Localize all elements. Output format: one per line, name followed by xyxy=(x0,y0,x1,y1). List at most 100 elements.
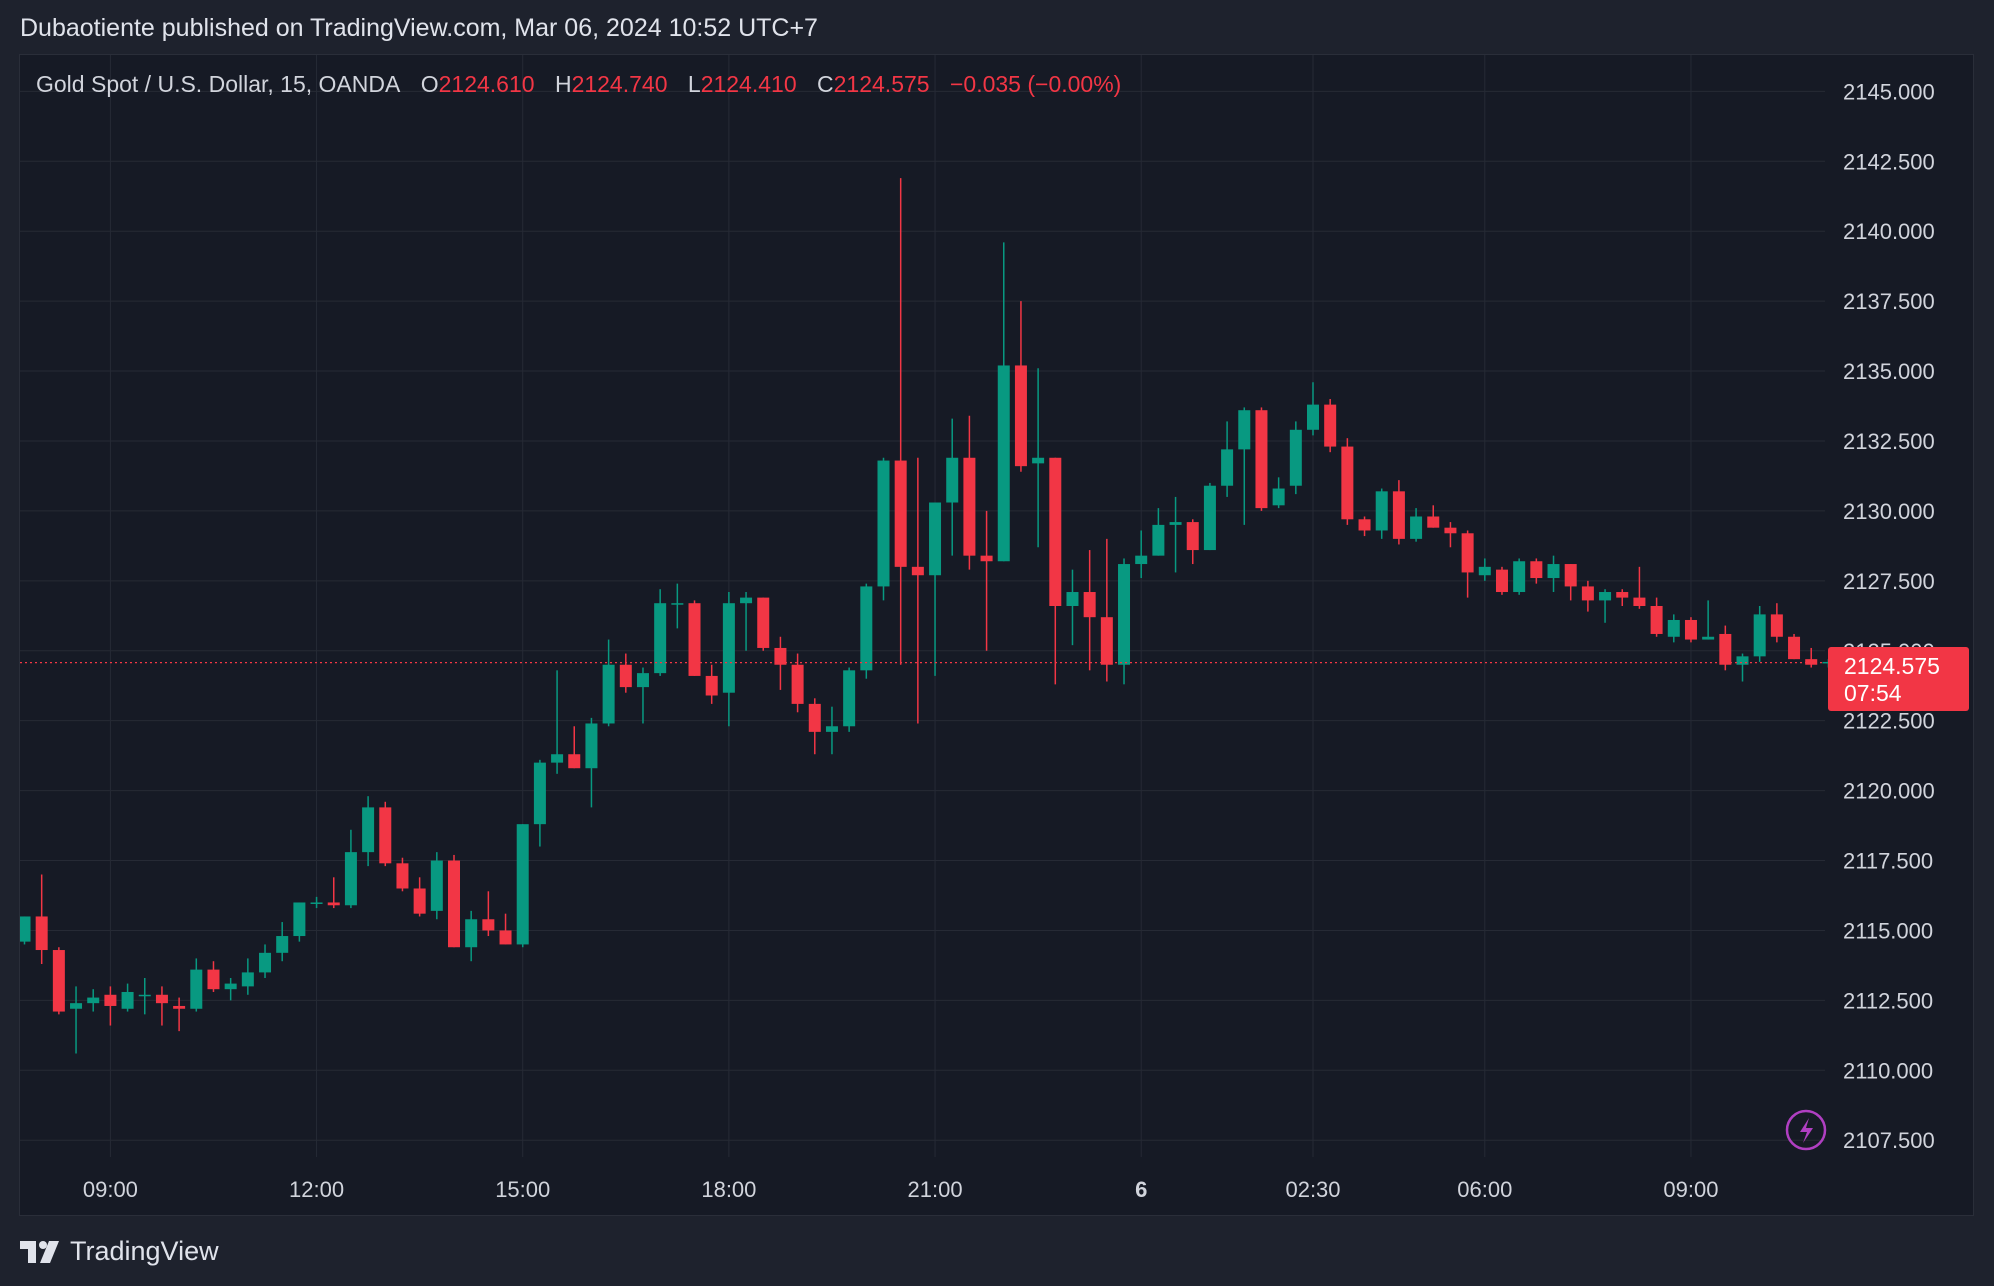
candle xyxy=(499,913,512,945)
candle-body xyxy=(1616,592,1629,598)
time-tick-label: 12:00 xyxy=(289,1177,344,1202)
price-tick-label: 2107.500 xyxy=(1843,1128,1935,1153)
candle xyxy=(1444,522,1457,548)
candle xyxy=(1238,407,1251,525)
candle-body xyxy=(1461,533,1474,573)
candle-body xyxy=(963,457,976,556)
candle-body xyxy=(1581,586,1594,601)
candle-body xyxy=(654,603,667,674)
candle xyxy=(585,717,598,808)
candle-body xyxy=(448,860,460,948)
candle-body xyxy=(465,919,478,948)
candle xyxy=(1581,580,1594,612)
candle-body xyxy=(602,664,615,724)
candle-body xyxy=(70,1003,83,1009)
candle-body xyxy=(396,863,409,889)
candle xyxy=(104,986,117,1026)
candle-body xyxy=(1788,636,1801,660)
candle-body xyxy=(533,762,546,825)
price-tick-label: 2145.000 xyxy=(1843,79,1935,104)
candle-body xyxy=(1547,564,1560,579)
candle xyxy=(327,877,340,909)
candle-body xyxy=(190,969,203,1009)
candle xyxy=(1770,603,1783,643)
candle-body xyxy=(551,754,564,763)
candle xyxy=(362,796,375,867)
high-value: 2124.740 xyxy=(571,71,668,97)
candle xyxy=(1221,421,1234,497)
candle xyxy=(533,759,546,847)
candle-body xyxy=(1203,485,1216,551)
candle xyxy=(705,664,718,704)
candle xyxy=(1049,457,1062,685)
candle-body xyxy=(1375,491,1388,531)
candle xyxy=(1100,538,1113,682)
candle xyxy=(1203,482,1216,551)
lightning-icon[interactable] xyxy=(1785,1109,1827,1151)
candle xyxy=(568,726,581,769)
candle xyxy=(757,597,770,651)
candle xyxy=(1032,368,1045,548)
candle-body xyxy=(929,502,942,576)
candle-body xyxy=(1341,446,1354,520)
candle-body xyxy=(499,930,512,945)
candle xyxy=(1736,653,1749,682)
candle xyxy=(1684,617,1697,643)
candle xyxy=(619,653,632,693)
low-label: L xyxy=(687,71,701,97)
candle xyxy=(259,944,272,978)
candle-body xyxy=(35,916,48,951)
candle-body xyxy=(1272,488,1285,506)
candle xyxy=(293,902,306,942)
price-tick-label: 2130.000 xyxy=(1843,499,1935,524)
price-tick-label: 2135.000 xyxy=(1843,359,1935,384)
candle xyxy=(1341,438,1354,525)
price-axis[interactable]: 2145.000 2142.500 2140.000 2137.500 2135.000… xyxy=(1843,79,1935,1153)
candle xyxy=(1392,480,1405,545)
candle-body xyxy=(1289,429,1302,486)
candle-body xyxy=(276,936,289,953)
candle xyxy=(413,877,426,917)
candle-body xyxy=(1100,617,1113,665)
candle-body xyxy=(860,586,873,671)
candle-body xyxy=(344,852,357,906)
price-tick-label: 2115.000 xyxy=(1843,918,1933,943)
price-tick-label: 2137.500 xyxy=(1843,289,1935,314)
candle xyxy=(173,997,186,1032)
chart-frame[interactable]: 2145.000 2142.500 2140.000 2137.500 2135.000… xyxy=(19,54,1974,1216)
high-label: H xyxy=(554,71,572,97)
candle xyxy=(791,653,804,713)
candle xyxy=(379,801,392,867)
candle xyxy=(207,961,220,992)
candle-body xyxy=(1169,522,1182,525)
candle xyxy=(35,874,48,965)
price-tick-label: 2122.500 xyxy=(1843,709,1935,734)
candle xyxy=(138,977,151,1015)
brand[interactable]: TradingView xyxy=(20,1236,219,1267)
candle-body xyxy=(482,919,495,931)
candle-body xyxy=(1410,516,1423,539)
candle xyxy=(1719,625,1732,671)
candle-body xyxy=(843,670,856,727)
price-tag-price: 2124.575 xyxy=(1844,653,1940,679)
candle xyxy=(1324,399,1337,453)
time-axis[interactable]: 09:00 12:00 15:00 18:00 21:00 6 02:30 06:00 09:0… xyxy=(83,1177,1719,1202)
candle-body xyxy=(1049,457,1062,606)
candle-body xyxy=(1444,527,1457,534)
candle xyxy=(1599,589,1612,623)
candle xyxy=(860,583,873,679)
candle-body xyxy=(1014,365,1027,467)
symbol-name[interactable]: Gold Spot / U.S. Dollar, 15, OANDA xyxy=(36,71,401,97)
candle-body xyxy=(774,647,787,665)
candle-body xyxy=(1324,404,1337,447)
price-tick-label: 2112.500 xyxy=(1843,988,1933,1013)
candle xyxy=(654,589,667,676)
change-value: −0.035 (−0.00%) xyxy=(949,71,1122,97)
candle xyxy=(344,829,357,909)
candle-body xyxy=(173,1005,186,1009)
candle xyxy=(224,977,237,1001)
candle xyxy=(87,989,100,1012)
candle-body xyxy=(1032,457,1045,464)
candlestick-chart[interactable]: 2145.000 2142.500 2140.000 2137.500 2135.000… xyxy=(20,55,1973,1215)
candle xyxy=(1083,550,1096,671)
